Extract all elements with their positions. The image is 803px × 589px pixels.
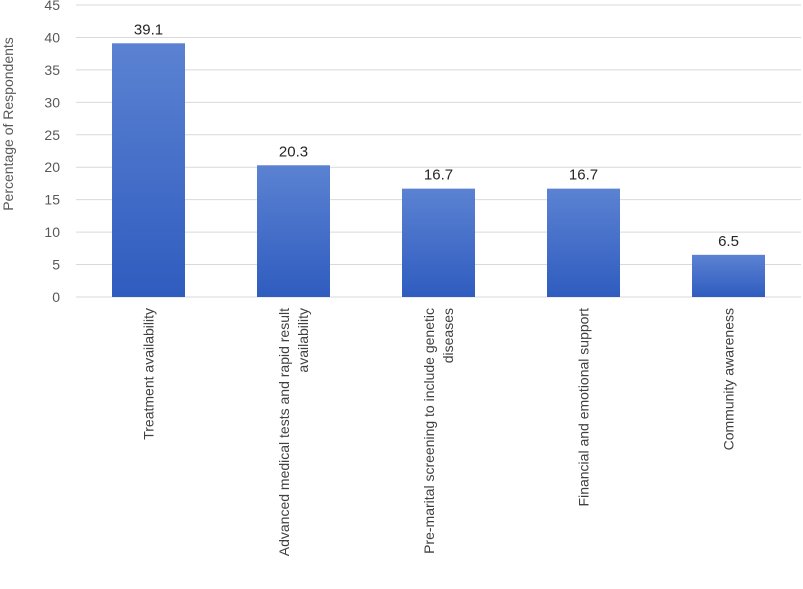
gridlines <box>76 4 801 298</box>
bar <box>112 43 185 298</box>
data-label: 16.7 <box>569 167 598 184</box>
category-label-line: Advanced medical tests and rapid result <box>276 308 292 556</box>
data-label: 39.1 <box>134 21 163 38</box>
bars <box>112 43 765 298</box>
category-label: Pre-marital screening to include genetic… <box>421 308 456 554</box>
bar <box>547 188 620 297</box>
y-tick-label: 20 <box>44 159 60 175</box>
category-label-line: diseases <box>440 308 456 363</box>
bar <box>257 165 330 297</box>
bar <box>692 254 765 297</box>
category-label: Community awareness <box>721 308 737 450</box>
category-label: Treatment availability <box>141 308 157 440</box>
y-tick-label: 40 <box>44 29 60 45</box>
y-axis-ticks: 0 5 10 15 20 25 30 35 40 45 <box>44 0 60 305</box>
category-label-line: Treatment availability <box>141 308 157 440</box>
data-label: 6.5 <box>718 233 739 250</box>
bar <box>402 188 475 297</box>
y-tick-label: 30 <box>44 94 60 110</box>
y-tick-label: 25 <box>44 127 60 143</box>
category-label-line: Pre-marital screening to include genetic <box>421 308 437 554</box>
category-label: Advanced medical tests and rapid result a… <box>276 308 311 556</box>
category-label-line: Financial and emotional support <box>576 308 592 507</box>
data-label: 16.7 <box>424 167 453 184</box>
y-tick-label: 45 <box>44 0 60 13</box>
category-label-line: Community awareness <box>721 308 737 450</box>
y-tick-label: 10 <box>44 224 60 240</box>
y-axis-label: Percentage of Respondents <box>0 37 16 211</box>
y-tick-label: 15 <box>44 192 60 208</box>
data-labels: 39.1 20.3 16.7 16.7 6.5 <box>134 21 739 250</box>
category-labels: Treatment availability Advanced medical t… <box>141 308 737 556</box>
category-label-line: availability <box>295 308 311 373</box>
y-tick-label: 5 <box>52 257 60 273</box>
y-tick-label: 0 <box>52 289 60 305</box>
data-label: 20.3 <box>279 143 308 160</box>
category-label: Financial and emotional support <box>576 308 592 507</box>
y-tick-label: 35 <box>44 62 60 78</box>
